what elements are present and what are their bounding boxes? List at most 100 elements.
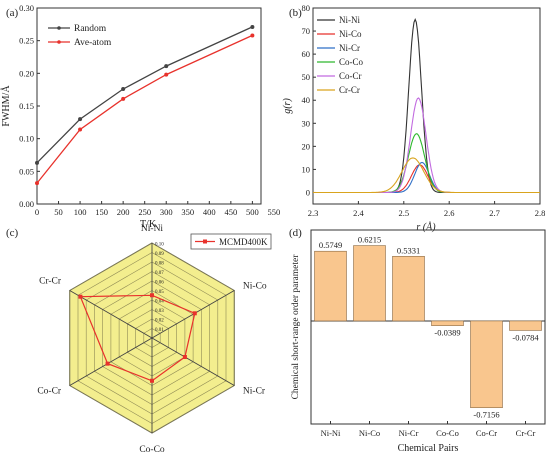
panel-a-frame	[36, 7, 262, 205]
panel-a: (a) 0.00 0.05 0.10 0.15 0.20 0.25 0.30 0 50 100 1…	[0, 3, 280, 230]
x-tick-label: 2.3	[308, 208, 319, 218]
panel-d: (d) 0.5749 0.6215 0.5331 -0.0389 -0.7156 -0.0…	[289, 227, 546, 454]
data-point-random	[164, 64, 169, 69]
y-tick-label: 10	[302, 164, 311, 174]
radar-tick-label: 0.09	[155, 252, 164, 257]
panel-a-ylabel: FWHM/Å	[0, 85, 12, 127]
radar-axis-label-cr-cr: Cr-Cr	[39, 277, 62, 287]
panel-b-xlabel: r (Å)	[416, 221, 436, 233]
y-tick-label: 70	[302, 26, 311, 36]
x-tick-label: 0	[35, 207, 39, 217]
radar-point	[150, 378, 154, 383]
radar-spoke	[69, 290, 153, 339]
panel-a-legend: Random Ave-atom	[48, 24, 112, 48]
data-point-ave-atom	[78, 127, 83, 132]
panel-d-frame	[310, 229, 546, 425]
bar-value-label: 0.5749	[319, 240, 342, 250]
radar-tick-label: 0.08	[155, 262, 164, 267]
panel-b-y-ticks: 0 10 20 30 40 50 60 70 80	[302, 3, 316, 197]
panel-b-legend: Ni-Ni Ni-Co Ni-Cr Co-Co Co-Cr Cr-Cr	[317, 15, 364, 95]
y-tick-label: 0.25	[19, 36, 34, 46]
radar-point	[192, 311, 197, 316]
panel-c-radial-ticks: 0.01 0.02 0.03 0.04 0.05 0.06 0.07 0.08 0.09 0.10	[155, 243, 164, 334]
panel-b-label: (b)	[289, 7, 302, 19]
series-line-ave-atom	[36, 34, 253, 184]
radar-axis-label-co-cr: Co-Cr	[37, 387, 62, 397]
panel-c-label: (c)	[6, 227, 19, 239]
panel-c-grid	[69, 242, 235, 434]
bar-value-label: 0.6215	[358, 235, 381, 245]
panel-d-ylabel: Chemical short-range order parameter	[291, 254, 301, 400]
bar-ni-cr	[392, 255, 425, 322]
legend-label-random: Random	[74, 24, 107, 34]
x-tick-label-co-co: Co-Co	[436, 428, 459, 438]
data-point-ave-atom	[35, 181, 39, 186]
legend-label-co-co: Co-Co	[339, 57, 364, 67]
y-tick-label: 0.05	[19, 166, 34, 176]
data-point-random	[35, 160, 39, 165]
data-point-random	[78, 117, 83, 122]
radar-tick-label: 0.10	[155, 243, 164, 248]
radar-point	[78, 294, 83, 299]
x-tick-label: 550	[268, 207, 281, 217]
bar-value-label: -0.0784	[512, 332, 539, 342]
data-point-ave-atom	[121, 96, 126, 101]
radar-axis-label-ni-co: Ni-Co	[243, 282, 267, 292]
legend-label-ave-atom: Ave-atom	[74, 38, 112, 48]
radar-point	[182, 355, 187, 359]
x-tick-label: 450	[224, 207, 237, 217]
y-tick-label: 50	[302, 72, 311, 82]
panel-d-x-ticks: Ni-Ni Ni-Co Ni-Cr Co-Co Co-Cr Cr-Cr	[321, 421, 536, 438]
legend-label-ni-ni: Ni-Ni	[339, 15, 360, 25]
legend-label-ni-cr: Ni-Cr	[339, 43, 360, 53]
radar-tick-label: 0.06	[155, 281, 164, 286]
data-point-ave-atom	[250, 33, 255, 38]
data-point-ave-atom	[164, 72, 169, 77]
x-tick-label: 350	[181, 207, 194, 217]
radar-tick-label: 0.03	[155, 309, 164, 314]
panel-c-series	[78, 293, 197, 383]
panel-b-x-ticks: 2.3 2.4 2.5 2.6 2.7 2.8	[308, 201, 546, 218]
y-tick-label: 80	[302, 3, 311, 13]
legend-label-co-cr: Co-Cr	[339, 71, 362, 81]
panel-b: (b) 0 10 20 30 40 50 60 70 80 2.3 2.4 2.5 2.6 2.7 2.8…	[282, 3, 545, 233]
y-tick-label: 0.00	[19, 199, 34, 209]
y-tick-label: 20	[302, 141, 311, 151]
data-point-random	[121, 87, 126, 92]
y-tick-label: 0.20	[19, 68, 34, 78]
x-tick-label: 50	[54, 207, 63, 217]
x-tick-label-cr-cr: Cr-Cr	[516, 428, 536, 438]
radar-tick-label: 0.07	[155, 271, 164, 276]
series-curve-co-cr	[313, 97, 540, 194]
legend-label-mcmd400k: MCMD400K	[219, 237, 268, 247]
panel-b-ylabel: g(r)	[282, 98, 293, 114]
x-tick-label: 2.5	[398, 208, 409, 218]
panel-b-series	[313, 18, 540, 194]
panel-a-x-ticks: 0 50 100 150 200 250 300 350 400 450 500 550	[35, 201, 280, 217]
radar-tick-label: 0.02	[155, 319, 164, 324]
bar-co-co	[431, 320, 464, 326]
radar-tick-label: 0.04	[155, 300, 164, 305]
y-tick-label: 60	[302, 49, 311, 59]
x-tick-label: 500	[246, 207, 259, 217]
x-tick-label: 150	[95, 207, 108, 217]
panel-d-bars: 0.5749 0.6215 0.5331 -0.0389 -0.7156 -0.0784	[311, 235, 545, 420]
radar-tick-label: 0.01	[155, 328, 164, 333]
radar-spoke	[69, 337, 153, 386]
legend-marker-mcmd400k	[203, 239, 207, 244]
panel-c-legend-box	[190, 233, 272, 250]
x-tick-label: 2.8	[535, 208, 546, 218]
bar-value-label: -0.0389	[434, 328, 460, 338]
panel-d-xlabel: Chemical Pairs	[398, 443, 459, 454]
x-tick-label: 200	[117, 207, 130, 217]
radar-point	[150, 293, 154, 298]
radar-axis-label-ni-ni: Ni-Ni	[141, 224, 164, 234]
panel-a-label: (a)	[6, 7, 19, 19]
y-tick-label: 0	[306, 187, 310, 197]
x-tick-label-ni-ni: Ni-Ni	[321, 428, 341, 438]
panel-b-frame	[312, 7, 541, 205]
panel-a-xlabel: T/K	[140, 219, 157, 230]
x-tick-label: 2.7	[489, 208, 500, 218]
